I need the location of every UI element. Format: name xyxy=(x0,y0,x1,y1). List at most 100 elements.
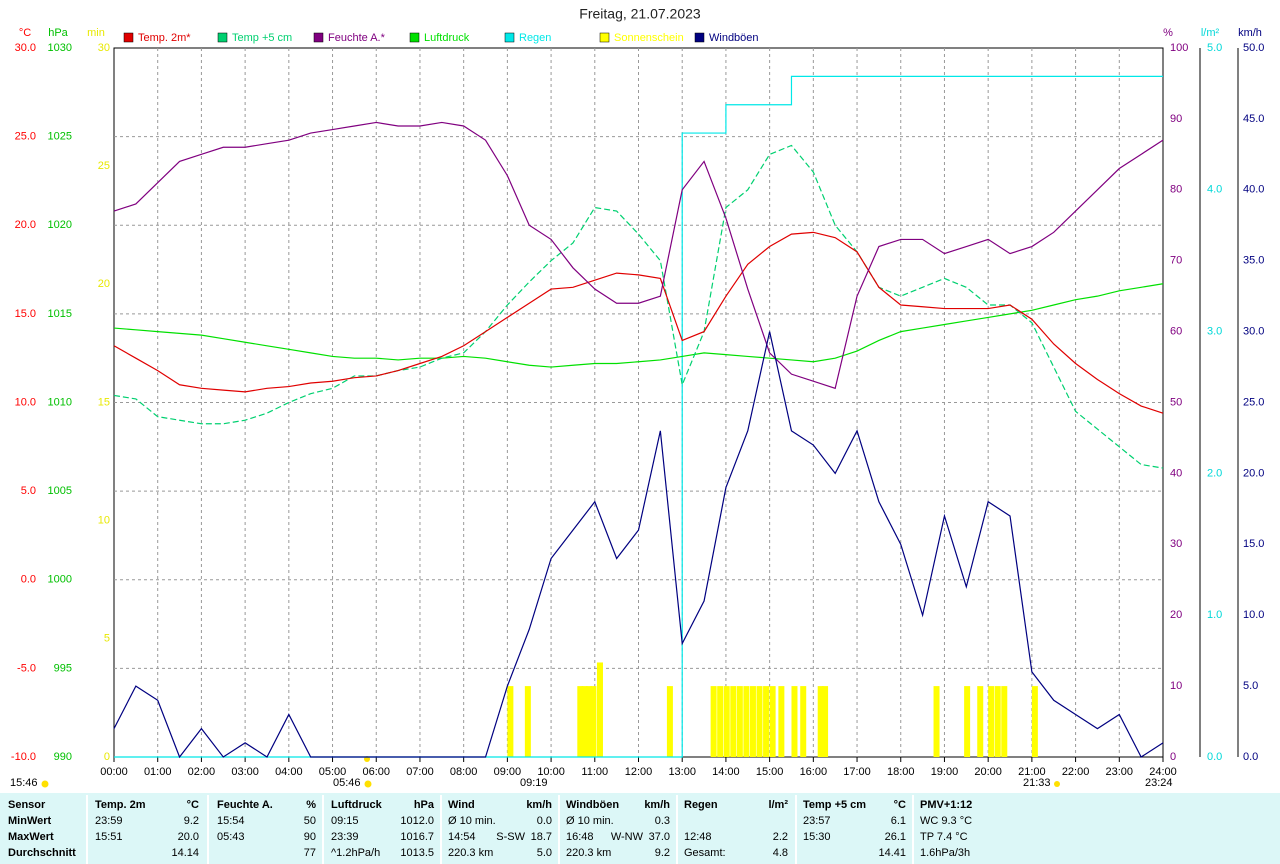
table-cell: 15:54 xyxy=(217,815,245,827)
sunshine-bar xyxy=(778,686,785,757)
sunshine-bar xyxy=(586,686,593,757)
y-tick-label: 5.0 xyxy=(1207,42,1222,54)
table-cell: 77 xyxy=(304,847,316,859)
y-tick-label: 90 xyxy=(1170,113,1182,125)
y-tick-label: 1025 xyxy=(48,131,72,143)
sunshine-bar xyxy=(581,686,588,757)
table-cell: 220.3 km xyxy=(448,847,493,859)
table-cell: Wind xyxy=(448,799,475,811)
y-tick-label: 30.0 xyxy=(15,42,36,54)
y-tick-label: 995 xyxy=(54,662,72,674)
y-tick-label: -5.0 xyxy=(17,662,36,674)
x-tick-label: 10:00 xyxy=(537,766,565,778)
sunshine-bar xyxy=(596,662,603,757)
table-cell: l/m² xyxy=(768,799,788,811)
axis-unit: km/h xyxy=(1238,27,1262,39)
series-line xyxy=(113,231,1164,414)
table-cell: Feuchte A. xyxy=(217,799,273,811)
table-cell: 6.1 xyxy=(891,815,906,827)
table-cell: Sensor xyxy=(8,799,46,811)
legend-label: Feuchte A.* xyxy=(328,32,386,44)
y-tick-label: 4.0 xyxy=(1207,184,1222,196)
y-tick-label: 20.0 xyxy=(1243,467,1264,479)
sunshine-bar xyxy=(822,686,829,757)
y-tick-label: -10.0 xyxy=(11,751,36,763)
annotation: 23:24 xyxy=(1145,777,1173,789)
legend-swatch xyxy=(599,32,610,43)
table-cell: Ø 10 min. xyxy=(566,815,614,827)
x-tick-label: 20:00 xyxy=(974,766,1002,778)
x-tick-label: 12:00 xyxy=(625,766,653,778)
table-cell: 90 xyxy=(304,831,316,843)
sunshine-bar xyxy=(730,686,737,757)
x-tick-label: 15:00 xyxy=(756,766,784,778)
table-cell: °C xyxy=(894,799,906,811)
y-tick-label: 1015 xyxy=(48,308,72,320)
axis-unit: hPa xyxy=(48,27,68,39)
sunshine-bar xyxy=(717,686,724,757)
x-tick-label: 14:00 xyxy=(712,766,740,778)
table-cell: 9.2 xyxy=(655,847,670,859)
y-tick-label: 30.0 xyxy=(1243,326,1264,338)
axis-unit: °C xyxy=(19,27,31,39)
legend-swatch xyxy=(694,32,705,43)
x-tick-label: 19:00 xyxy=(931,766,959,778)
x-tick-label: 06:00 xyxy=(362,766,390,778)
table-cell: Luftdruck xyxy=(331,799,383,811)
table-cell: Durchschnitt xyxy=(8,847,76,859)
series-line xyxy=(114,75,1163,758)
stats-background xyxy=(0,793,1280,864)
chart-title: Freitag, 21.07.2023 xyxy=(579,6,701,22)
sunshine-bar xyxy=(791,686,798,757)
y-tick-label: 1005 xyxy=(48,485,72,497)
table-cell: 2.2 xyxy=(773,831,788,843)
table-cell: Temp. 2m xyxy=(95,799,146,811)
series-line xyxy=(113,121,1164,390)
legend-label: Sonnenschein xyxy=(614,32,684,44)
y-tick-label: 30 xyxy=(1170,538,1182,550)
y-tick-label: 10.0 xyxy=(15,396,36,408)
sun-icon xyxy=(1054,781,1060,787)
sunshine-bar xyxy=(590,686,597,757)
y-tick-label: 0.0 xyxy=(1207,751,1222,763)
sunshine-bar xyxy=(994,686,1001,757)
sunshine-bar xyxy=(800,686,807,757)
y-tick-label: 2.0 xyxy=(1207,467,1222,479)
table-cell: 1.6hPa/3h xyxy=(920,847,970,859)
y-tick-label: 20 xyxy=(1170,609,1182,621)
sunshine-bar xyxy=(749,686,756,757)
table-cell: 4.8 xyxy=(773,847,788,859)
table-cell: 12:48 xyxy=(684,831,712,843)
table-cell: 23:39 xyxy=(331,831,359,843)
table-cell: 37.0 xyxy=(649,831,670,843)
y-tick-label: 20.0 xyxy=(15,219,36,231)
table-cell: 1016.7 xyxy=(400,831,434,843)
series-line xyxy=(113,144,1164,469)
y-tick-label: 100 xyxy=(1170,42,1188,54)
table-cell: 0.3 xyxy=(655,815,670,827)
sunshine-bar xyxy=(524,686,531,757)
table-cell: S-SW xyxy=(496,831,525,843)
table-cell: ^1.2hPa/h xyxy=(331,847,380,859)
legend-swatch xyxy=(313,32,324,43)
y-tick-label: 50.0 xyxy=(1243,42,1264,54)
y-tick-label: 15 xyxy=(98,396,110,408)
y-tick-label: 5.0 xyxy=(21,485,36,497)
y-tick-label: 40.0 xyxy=(1243,184,1264,196)
y-tick-label: 1000 xyxy=(48,574,72,586)
table-cell: Gesamt: xyxy=(684,847,726,859)
annotation: 05:46 xyxy=(333,777,361,789)
x-tick-label: 04:00 xyxy=(275,766,303,778)
x-tick-label: 00:00 xyxy=(100,766,128,778)
table-cell: 9.2 xyxy=(184,815,199,827)
sunshine-bar xyxy=(666,686,673,757)
table-cell: Ø 10 min. xyxy=(448,815,496,827)
sunshine-bar xyxy=(933,686,940,757)
sunshine-bar xyxy=(756,686,763,757)
sunshine-bar xyxy=(988,686,995,757)
table-cell: 14.14 xyxy=(171,847,199,859)
sunshine-bar xyxy=(1031,686,1038,757)
table-cell: km/h xyxy=(644,799,670,811)
annotation: 09:19 xyxy=(520,777,548,789)
y-tick-label: 0.0 xyxy=(21,574,36,586)
